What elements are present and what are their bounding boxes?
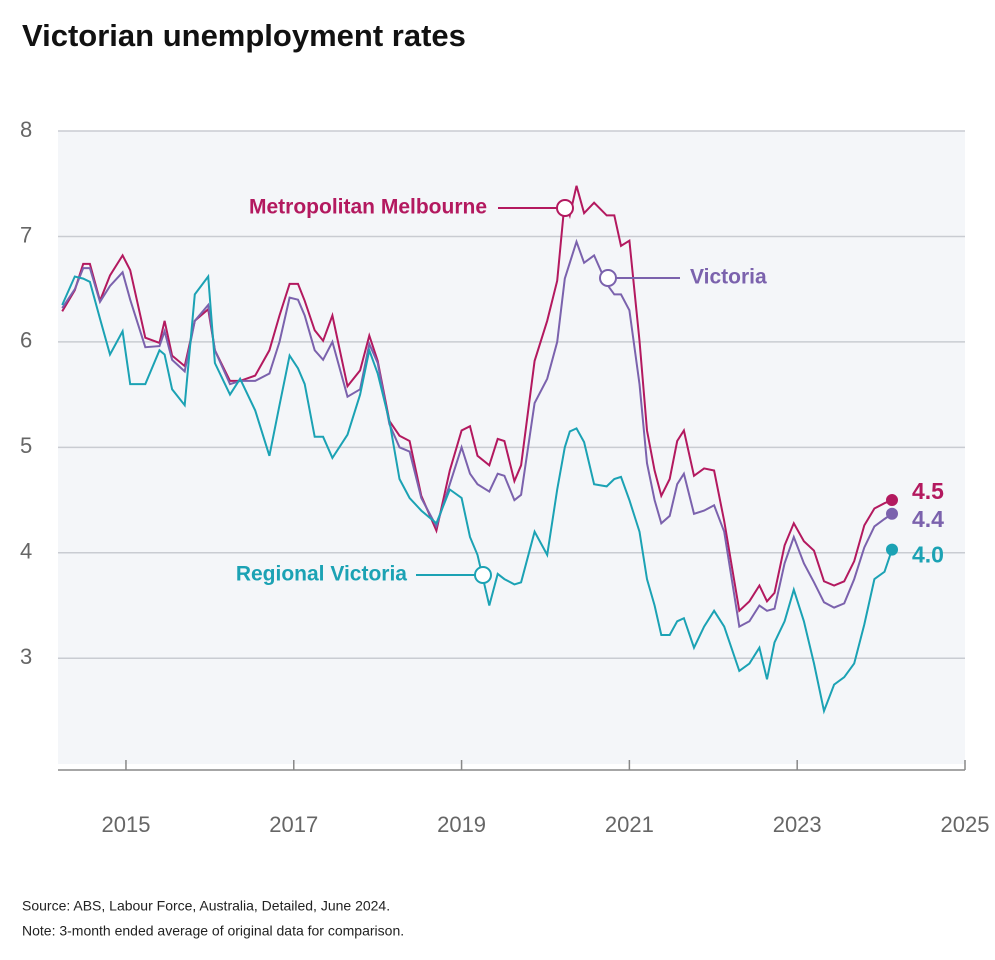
series-line — [61, 238, 893, 629]
x-tick-label: 2025 — [941, 812, 990, 837]
x-tick-label: 2023 — [773, 812, 822, 837]
x-tick-label: 2021 — [605, 812, 654, 837]
callout-marker — [599, 269, 617, 287]
x-tick-label: 2015 — [101, 812, 150, 837]
end-point — [886, 507, 899, 520]
end-label: 4.4 — [912, 506, 944, 532]
end-point — [886, 494, 899, 507]
y-tick-label: 7 — [20, 222, 32, 247]
series-label: Metropolitan Melbourne — [249, 196, 487, 219]
note: Note: 3-month ended average of original … — [22, 923, 404, 939]
callout-marker — [556, 199, 574, 217]
chart-title: Victorian unemployment rates — [22, 18, 466, 53]
series-line — [61, 273, 893, 715]
series-label: Victoria — [690, 266, 767, 289]
x-tick-label: 2019 — [437, 812, 486, 837]
y-tick-label: 6 — [20, 328, 32, 353]
series-label: Regional Victoria — [236, 563, 407, 586]
y-tick-label: 3 — [20, 644, 32, 669]
y-tick-label: 5 — [20, 433, 32, 458]
y-tick-label: 4 — [20, 539, 32, 564]
x-tick-label: 2017 — [269, 812, 318, 837]
end-label: 4.0 — [912, 542, 944, 568]
y-tick-label: 8 — [20, 117, 32, 142]
source: Source: ABS, Labour Force, Australia, De… — [22, 898, 390, 914]
callout-marker — [474, 566, 492, 584]
end-label: 4.5 — [912, 478, 944, 504]
end-point — [886, 543, 899, 556]
